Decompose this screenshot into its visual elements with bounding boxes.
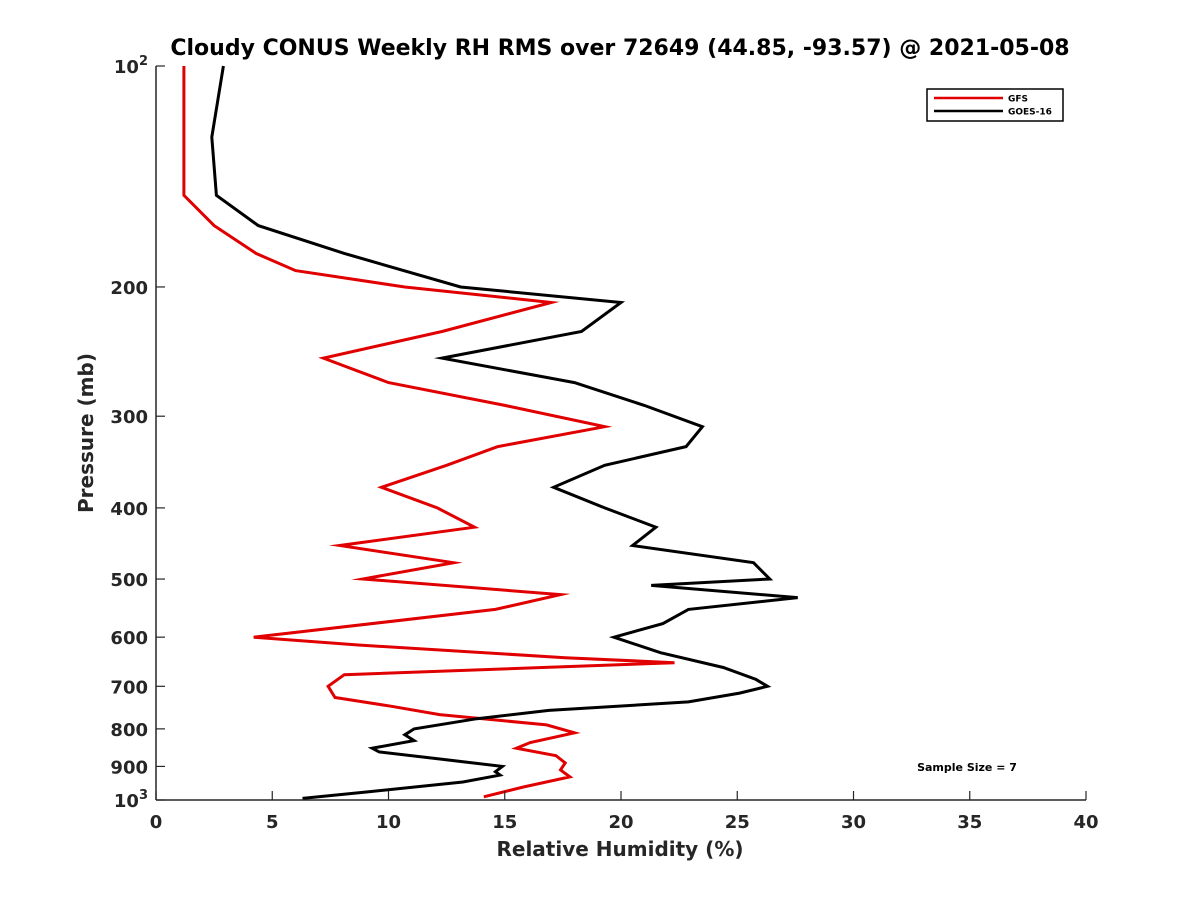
y-axis-label: Pressure (mb) (74, 353, 98, 513)
legend-gfs-label: GFS (1008, 95, 1028, 105)
series-line-goes-16 (210, 65, 798, 800)
x-tick-label: 40 (1073, 812, 1098, 833)
x-tick-label: 5 (266, 812, 279, 833)
chart-title: Cloudy CONUS Weekly RH RMS over 72649 (4… (170, 36, 1069, 61)
y-tick-label: 900 (110, 757, 148, 778)
y-tick-label: 103 (114, 788, 148, 812)
y-tick-label: 600 (110, 628, 148, 649)
x-tick-label: 25 (725, 812, 750, 833)
y-tick-label: 300 (110, 407, 148, 428)
y-tick-label: 400 (110, 499, 148, 520)
legend-goes16-label: GOES-16 (1008, 108, 1052, 118)
y-tick-label: 200 (110, 278, 148, 299)
legend: GFS GOES-16 (926, 88, 1064, 122)
x-tick-label: 10 (376, 812, 401, 833)
x-tick-label: 20 (608, 812, 633, 833)
legend-box (926, 88, 1064, 122)
sample-size-annotation: Sample Size = 7 (917, 761, 1017, 774)
x-tick-label: 0 (150, 812, 163, 833)
plot-area: 0 5 10 15 20 25 30 35 40 102 200 300 400 500 600 700 800… (110, 54, 1098, 833)
x-axis-label: Relative Humidity (%) (496, 837, 743, 861)
x-tick-label: 35 (957, 812, 982, 833)
y-tick-label: 500 (110, 570, 148, 591)
y-tick-label: 800 (110, 720, 148, 741)
x-tick-label: 30 (841, 812, 866, 833)
y-tick-label: 102 (114, 54, 148, 78)
x-tick-label: 15 (492, 812, 517, 833)
y-tick-label: 700 (110, 677, 148, 698)
series-line-gfs (182, 66, 675, 799)
